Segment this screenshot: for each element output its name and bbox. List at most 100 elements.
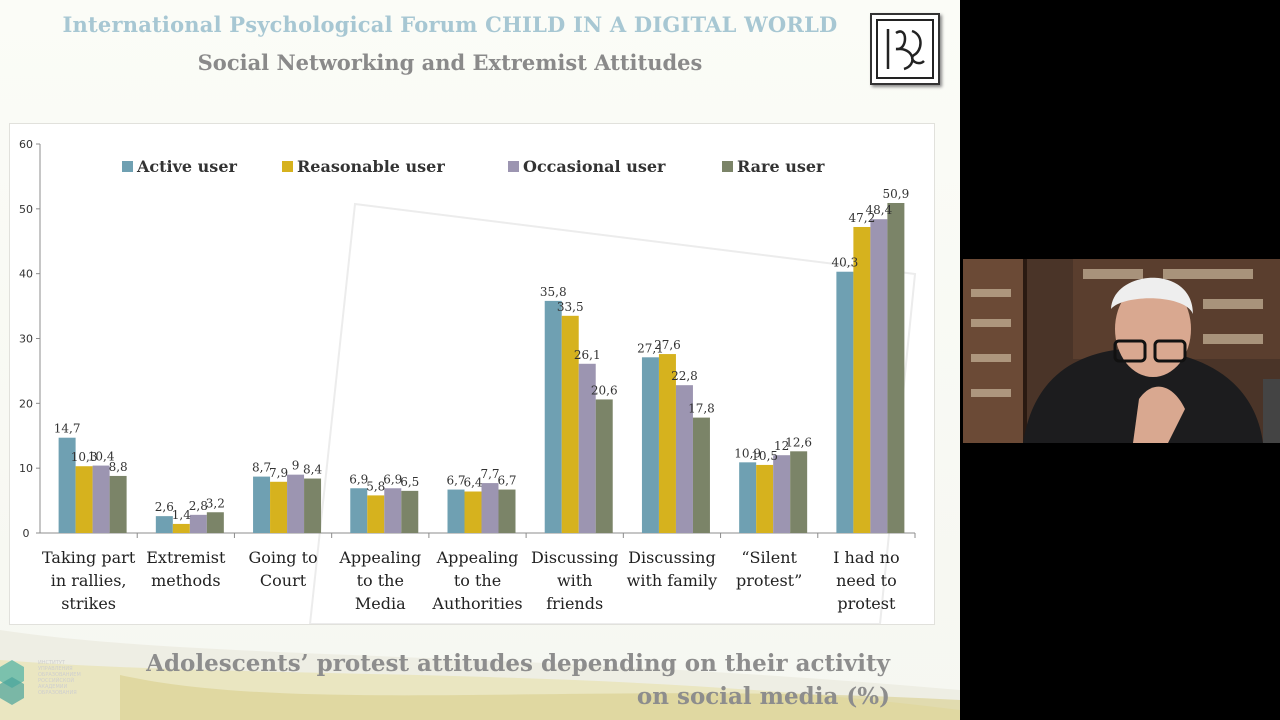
data-label-rare-user-3: 8,4	[303, 463, 322, 477]
bar-rare-user-6	[595, 399, 613, 533]
bar-active-user-2	[155, 516, 173, 533]
legend-label-active-user: Active user	[136, 157, 237, 176]
legend-label-rare-user: Rare user	[737, 157, 825, 176]
bar-rare-user-1	[109, 475, 127, 533]
data-label-active-user-1: 14,7	[54, 422, 81, 436]
institute-logo	[0, 655, 95, 715]
slide-subtitle: Social Networking and Extremist Attitude…	[197, 50, 703, 75]
x-category-label: Discussing with friends	[531, 548, 619, 613]
legend-label-reasonable-user: Reasonable user	[297, 157, 445, 176]
bar-active-user-9	[836, 271, 854, 533]
bar-rare-user-9	[887, 202, 905, 533]
data-label-occasional-user-9: 48,4	[866, 203, 893, 217]
bar-rare-user-2	[206, 512, 224, 533]
data-label-reasonable-user-5: 6,4	[463, 476, 482, 490]
data-label-occasional-user-7: 22,8	[671, 369, 698, 383]
x-category-label: Going to Court	[248, 548, 317, 590]
bar-occasional-user-9	[870, 219, 888, 533]
data-label-rare-user-2: 3,2	[206, 496, 225, 510]
bar-active-user-4	[350, 488, 368, 533]
bar-rare-user-5	[498, 489, 516, 533]
data-label-active-user-5: 6,7	[446, 474, 465, 488]
y-tick-label: 10	[19, 462, 33, 475]
data-label-rare-user-9: 50,9	[883, 187, 910, 201]
data-label-active-user-7: 27,1	[637, 341, 664, 355]
data-label-rare-user-6: 20,6	[591, 383, 618, 397]
y-tick-label: 50	[19, 203, 33, 216]
legend-swatch-occasional-user	[508, 161, 519, 172]
data-label-rare-user-8: 12,6	[785, 435, 812, 449]
bar-occasional-user-7	[675, 385, 693, 533]
bar-occasional-user-8	[773, 455, 791, 533]
data-label-occasional-user-4: 6,9	[383, 472, 402, 486]
x-category-label: Taking part in rallies, strikes	[42, 548, 136, 613]
chart-area: 0 10 20 30 40 50 60 14,7 10,3 10,4 8,8 Taking part…	[9, 123, 935, 625]
data-label-rare-user-5: 6,7	[497, 474, 516, 488]
bar-active-user-1	[58, 437, 76, 533]
y-tick-label: 30	[19, 333, 33, 346]
y-tick-label: 40	[19, 268, 33, 281]
y-tick-label: 0	[23, 527, 30, 540]
bar-rare-user-4	[401, 490, 419, 533]
data-label-reasonable-user-9: 47,2	[849, 211, 876, 225]
bar-occasional-user-2	[189, 514, 207, 533]
bar-occasional-user-4	[384, 488, 402, 533]
data-label-active-user-2: 2,6	[155, 500, 174, 514]
x-category-label: Discussing with family	[627, 548, 718, 590]
bar-reasonable-user-1	[75, 466, 93, 533]
data-label-reasonable-user-2: 1,4	[172, 508, 191, 522]
footer-decoration	[0, 630, 960, 720]
bar-rare-user-3	[304, 478, 322, 533]
bar-occasional-user-3	[287, 474, 305, 533]
bar-occasional-user-6	[578, 363, 596, 533]
data-label-active-user-8: 10,9	[734, 446, 761, 460]
data-label-reasonable-user-1: 10,3	[71, 450, 98, 464]
data-label-occasional-user-6: 26,1	[574, 348, 601, 362]
data-label-reasonable-user-7: 27,6	[654, 338, 681, 352]
bar-reasonable-user-8	[756, 464, 774, 533]
bar-reasonable-user-7	[658, 354, 676, 533]
data-label-rare-user-1: 8,8	[109, 460, 128, 474]
bar-occasional-user-5	[481, 483, 499, 533]
data-label-active-user-3: 8,7	[252, 461, 271, 475]
data-label-reasonable-user-3: 7,9	[269, 466, 288, 480]
bar-reasonable-user-4	[367, 495, 385, 533]
data-label-active-user-9: 40,3	[832, 256, 859, 270]
data-label-reasonable-user-6: 33,5	[557, 300, 584, 314]
legend-swatch-reasonable-user	[282, 161, 293, 172]
bar-active-user-3	[253, 476, 271, 533]
chart-caption-line-1: Adolescents’ protest attitudes depending…	[146, 650, 890, 677]
bar-active-user-7	[641, 357, 659, 533]
forum-monogram-logo	[870, 13, 940, 85]
bar-reasonable-user-2	[172, 523, 190, 533]
bar-occasional-user-1	[92, 465, 110, 533]
data-label-rare-user-7: 17,8	[688, 402, 715, 416]
institute-logo-text: ИНСТИТУТ УПРАВЛЕНИЯ ОБРАЗОВАНИЕМ РОССИЙС…	[38, 660, 81, 696]
legend-swatch-rare-user	[722, 161, 733, 172]
data-label-occasional-user-1: 10,4	[88, 450, 115, 464]
bar-rare-user-8	[790, 451, 808, 533]
x-category-label: Appealing to the Media	[338, 548, 421, 613]
x-category-label: “Silent protest”	[736, 548, 802, 590]
data-label-occasional-user-5: 7,7	[480, 467, 499, 481]
x-category-label: Appealing to the Authorities	[431, 548, 522, 613]
bar-reasonable-user-6	[561, 315, 579, 533]
speaker-video-thumbnail[interactable]	[963, 259, 1280, 443]
bar-active-user-6	[544, 300, 562, 533]
bar-reasonable-user-3	[270, 481, 288, 533]
x-category-label: Extremist methods	[146, 548, 226, 590]
y-tick-label: 60	[19, 138, 33, 151]
data-label-occasional-user-2: 2,8	[189, 499, 208, 513]
bar-reasonable-user-5	[464, 491, 482, 533]
legend-label-occasional-user: Occasional user	[523, 157, 666, 176]
data-label-rare-user-4: 6,5	[400, 475, 419, 489]
bar-chart: 0 10 20 30 40 50 60 14,7 10,310,48,8 Taking part…	[19, 138, 917, 624]
chart-caption-line-2: on social media (%)	[636, 683, 890, 710]
y-tick-label: 20	[19, 397, 33, 410]
bar-reasonable-user-9	[853, 226, 871, 533]
data-label-reasonable-user-4: 5,8	[366, 479, 385, 493]
data-label-active-user-4: 6,9	[349, 472, 368, 486]
data-label-active-user-6: 35,8	[540, 285, 567, 299]
data-label-occasional-user-3: 9	[292, 459, 300, 473]
data-label-reasonable-user-8: 10,5	[751, 449, 778, 463]
